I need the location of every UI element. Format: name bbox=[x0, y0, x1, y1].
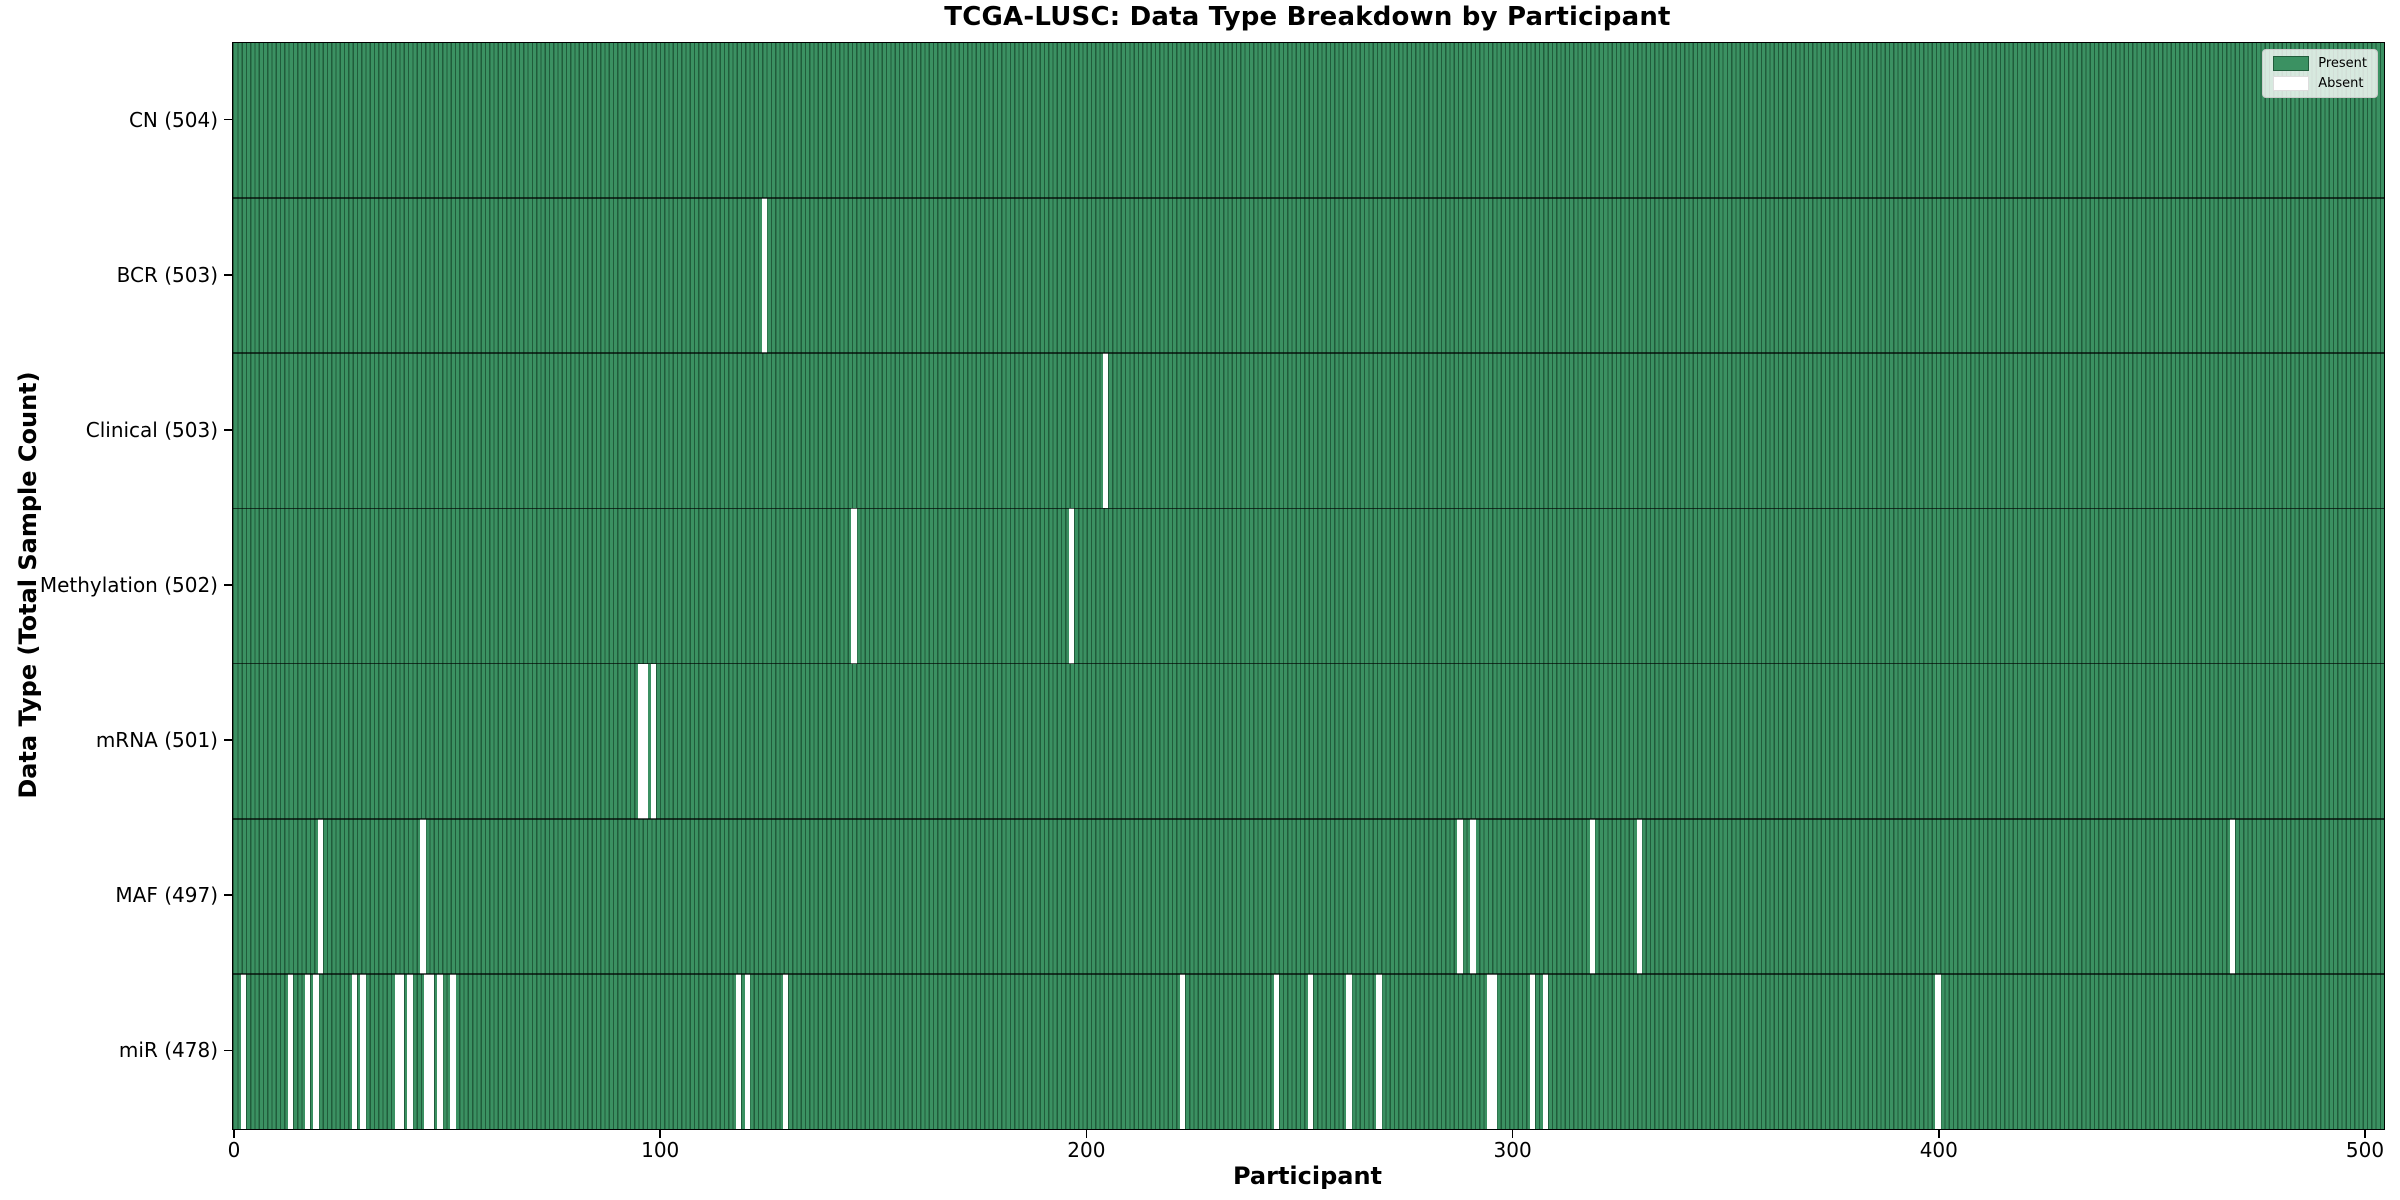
absent-gap-miR-48 bbox=[437, 973, 443, 1129]
row-divider bbox=[233, 662, 2384, 665]
absent-gap-miR-45 bbox=[424, 973, 430, 1129]
absent-gap-miR-51 bbox=[450, 973, 456, 1129]
absent-gap-miR-222 bbox=[1179, 973, 1186, 1129]
y-tick-label-MAF: MAF (497) bbox=[115, 883, 218, 908]
absent-gap-miR-2 bbox=[240, 973, 247, 1129]
y-tick-label-Methylation: Methylation (502) bbox=[39, 573, 218, 597]
absent-gap-Clinical-204 bbox=[1103, 353, 1109, 509]
y-tick bbox=[224, 1049, 232, 1052]
absent-gap-miR-244 bbox=[1273, 973, 1280, 1129]
row-miR bbox=[233, 973, 2384, 1129]
y-tick-label-CN: CN (504) bbox=[128, 107, 218, 132]
absent-gap-miR-261 bbox=[1346, 973, 1352, 1129]
legend-present-label: Present bbox=[2318, 56, 2367, 71]
absent-gap-miR-39 bbox=[398, 973, 405, 1129]
legend-absent-label: Absent bbox=[2318, 76, 2364, 91]
plot-area: Present Absent bbox=[232, 42, 2385, 1130]
absent-gap-Methylation-196 bbox=[1068, 508, 1075, 664]
y-tick-label-miR: miR (478) bbox=[118, 1038, 218, 1063]
absent-gap-MAF-329 bbox=[1636, 818, 1642, 974]
x-tick-label-300: 300 bbox=[1493, 1138, 1532, 1162]
x-tick bbox=[1938, 1129, 1940, 1138]
row-divider bbox=[233, 507, 2384, 510]
absent-gap-MAF-318 bbox=[1589, 818, 1596, 974]
y-tick bbox=[224, 429, 232, 431]
absent-gap-miR-46 bbox=[428, 973, 435, 1129]
absent-gap-miR-252 bbox=[1307, 973, 1314, 1129]
y-tick bbox=[224, 739, 232, 741]
x-tick-label-0: 0 bbox=[227, 1138, 241, 1162]
absent-gap-miR-294 bbox=[1487, 973, 1493, 1129]
absent-gap-BCR-124 bbox=[761, 198, 768, 354]
row-divider bbox=[233, 817, 2384, 820]
x-axis-title: Participant bbox=[1232, 1162, 1383, 1190]
x-tick bbox=[1085, 1129, 1088, 1138]
absent-gap-miR-19 bbox=[313, 973, 319, 1129]
absent-gap-miR-118 bbox=[736, 973, 742, 1129]
legend-item-present: Present bbox=[2273, 56, 2367, 71]
x-tick bbox=[659, 1129, 661, 1138]
y-tick bbox=[224, 894, 232, 897]
row-BCR bbox=[233, 198, 2384, 354]
legend-absent-swatch bbox=[2273, 76, 2310, 91]
absent-gap-miR-28 bbox=[351, 973, 358, 1129]
x-tick bbox=[2364, 1129, 2366, 1138]
absent-gap-miR-38 bbox=[394, 973, 401, 1129]
absent-gap-mRNA-96 bbox=[642, 663, 648, 819]
legend-item-absent: Absent bbox=[2273, 76, 2367, 91]
row-divider bbox=[233, 197, 2384, 199]
absent-gap-miR-41 bbox=[407, 973, 413, 1129]
y-tick bbox=[224, 118, 232, 121]
absent-gap-miR-295 bbox=[1491, 973, 1497, 1129]
x-tick-label-400: 400 bbox=[1919, 1138, 1958, 1162]
absent-gap-MAF-290 bbox=[1470, 818, 1476, 974]
absent-gap-miR-399 bbox=[1935, 973, 1941, 1129]
absent-gap-MAF-287 bbox=[1457, 818, 1463, 974]
absent-gap-mRNA-95 bbox=[637, 663, 644, 819]
absent-gap-MAF-468 bbox=[2229, 818, 2236, 974]
absent-gap-Methylation-145 bbox=[851, 508, 857, 664]
absent-gap-miR-120 bbox=[744, 973, 750, 1129]
absent-gap-MAF-20 bbox=[317, 818, 324, 974]
absent-gap-MAF-44 bbox=[420, 818, 426, 974]
y-tick bbox=[224, 273, 232, 276]
absent-gap-miR-307 bbox=[1542, 973, 1549, 1129]
row-CN bbox=[233, 43, 2384, 199]
absent-gap-miR-30 bbox=[360, 973, 366, 1129]
absent-gap-miR-17 bbox=[304, 973, 311, 1129]
x-tick bbox=[233, 1129, 235, 1138]
row-Methylation bbox=[233, 508, 2384, 664]
y-tick bbox=[224, 584, 232, 586]
absent-gap-miR-268 bbox=[1376, 973, 1382, 1129]
row-Clinical bbox=[233, 353, 2384, 509]
x-tick bbox=[1511, 1129, 1514, 1138]
row-divider bbox=[233, 973, 2384, 975]
absent-gap-mRNA-98 bbox=[650, 663, 657, 819]
row-mRNA bbox=[233, 663, 2384, 819]
y-tick-label-BCR: BCR (503) bbox=[116, 262, 218, 287]
absent-gap-miR-304 bbox=[1529, 973, 1536, 1129]
absent-gap-miR-13 bbox=[287, 973, 294, 1129]
x-tick-label-100: 100 bbox=[641, 1138, 680, 1162]
chart-title: TCGA-LUSC: Data Type Breakdown by Partic… bbox=[944, 2, 1671, 32]
row-MAF bbox=[233, 818, 2384, 974]
y-tick-label-Clinical: Clinical (503) bbox=[85, 417, 218, 442]
legend-present-swatch bbox=[2273, 56, 2310, 71]
y-tick-label-mRNA: mRNA (501) bbox=[95, 728, 218, 753]
x-tick-label-200: 200 bbox=[1067, 1138, 1106, 1162]
x-tick-label-500: 500 bbox=[2345, 1138, 2385, 1162]
absent-gap-miR-129 bbox=[782, 973, 789, 1129]
row-divider bbox=[233, 352, 2384, 355]
legend: Present Absent bbox=[2262, 49, 2378, 98]
